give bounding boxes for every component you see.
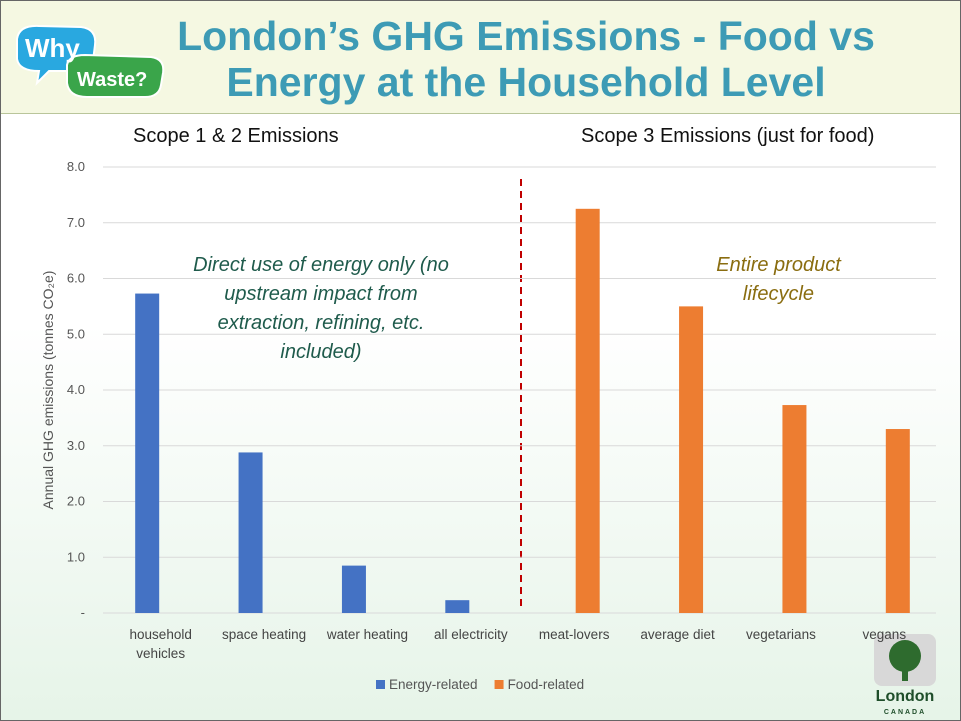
y-tick-label: 2.0 [67,494,85,509]
legend-swatch [494,680,504,689]
x-tick-label: average diet [640,627,715,642]
y-tick-label: 3.0 [67,438,85,453]
bar [238,452,263,613]
logo-text: CANADA [884,709,926,716]
logo-text: Why [25,33,80,63]
x-tick-label: vegans [862,627,907,642]
annotation: Scope 1 & 2 Emissions [133,125,339,147]
legend-swatch [376,680,385,689]
x-tick-label: space heating [222,627,307,642]
logo-text: London [876,688,935,705]
y-tick-label: 1.0 [67,549,85,564]
y-tick-label: 7.0 [67,215,85,230]
bar [445,600,470,613]
chart-title: London’s GHG Emissions - Food vs Energy … [177,13,875,105]
legend-label: Energy-related [389,677,478,692]
annotation: Scope 3 Emissions (just for food) [581,125,875,147]
bar [135,293,160,613]
y-tick-label: 4.0 [67,382,85,397]
x-tick-label: household vehicles [129,627,192,661]
y-axis-label: Annual GHG emissions (tonnes CO₂e) [40,271,56,510]
x-tick-label: all electricity [434,627,508,642]
bar [679,306,704,613]
header: Why Waste? London’s GHG Emissions - Food… [1,1,960,114]
y-tick-label: - [81,605,85,620]
annotation: Direct use of energy only (no upstream i… [193,254,449,363]
bar [782,405,807,613]
x-tick-label: vegetarians [746,627,816,642]
x-tick-label: meat-lovers [538,627,610,642]
bar [575,208,600,613]
london-logo: London CANADA [874,634,936,716]
bar [341,565,366,613]
annotation: Entire product lifecycle [716,254,841,305]
y-tick-label: 6.0 [67,271,85,286]
legend-label: Food-related [508,677,585,692]
why-waste-logo: Why Waste? [16,24,165,98]
logo-text: Waste? [77,69,147,91]
x-tick-label: water heating [326,627,408,642]
y-tick-label: 8.0 [67,159,85,174]
y-tick-label: 5.0 [67,326,85,341]
bar [885,429,910,613]
